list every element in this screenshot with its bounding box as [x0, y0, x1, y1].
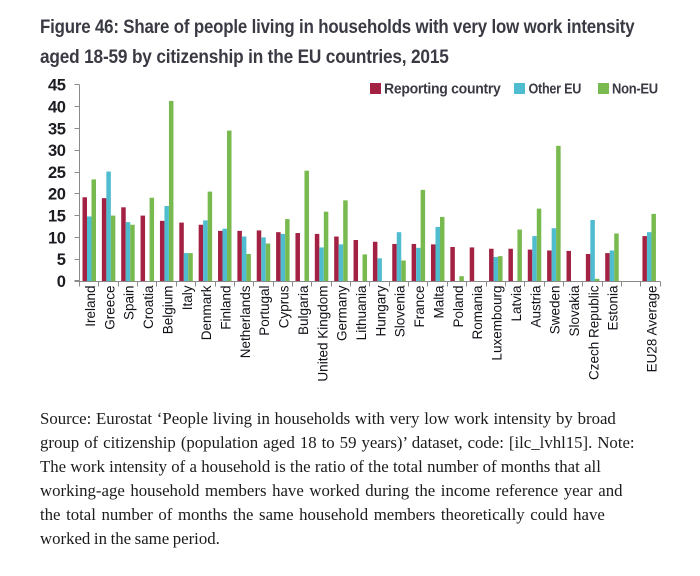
svg-text:Sweden: Sweden	[548, 286, 563, 335]
svg-text:Other EU: Other EU	[529, 79, 582, 96]
svg-text:15: 15	[48, 208, 66, 226]
svg-text:Luxembourg: Luxembourg	[490, 286, 505, 361]
svg-text:Lithuania: Lithuania	[354, 285, 369, 340]
svg-text:Portugal: Portugal	[257, 286, 272, 336]
svg-text:United Kingdom: United Kingdom	[315, 286, 330, 382]
svg-text:Latvia: Latvia	[509, 285, 524, 322]
svg-text:Hungary: Hungary	[373, 285, 388, 336]
svg-text:Slovakia: Slovakia	[567, 285, 582, 337]
svg-text:Cyprus: Cyprus	[277, 285, 292, 328]
svg-text:Malta: Malta	[431, 285, 446, 319]
svg-text:EU28 Average: EU28 Average	[644, 286, 659, 373]
svg-text:Croatia: Croatia	[141, 285, 156, 329]
svg-text:Poland: Poland	[451, 286, 466, 328]
svg-text:Belgium: Belgium	[160, 286, 175, 335]
svg-text:Spain: Spain	[122, 286, 137, 321]
svg-text:Bulgaria: Bulgaria	[296, 285, 311, 335]
svg-text:Romania: Romania	[470, 285, 485, 340]
svg-text:Czech Republic: Czech Republic	[586, 285, 601, 380]
svg-text:Germany: Germany	[335, 285, 350, 341]
svg-text:Estonia: Estonia	[606, 285, 621, 331]
svg-text:5: 5	[57, 251, 66, 269]
svg-text:20: 20	[48, 186, 66, 204]
svg-text:Greece: Greece	[102, 286, 117, 330]
svg-text:Reporting country: Reporting country	[384, 81, 501, 98]
svg-text:45: 45	[48, 77, 66, 95]
svg-text:Non-EU: Non-EU	[612, 80, 658, 97]
svg-text:Ireland: Ireland	[83, 286, 98, 327]
svg-text:35: 35	[48, 120, 66, 138]
svg-text:30: 30	[48, 142, 66, 160]
svg-text:Finland: Finland	[219, 286, 234, 330]
svg-text:France: France	[412, 286, 427, 328]
svg-text:Denmark: Denmark	[199, 285, 214, 340]
svg-text:Italy: Italy	[180, 285, 195, 310]
svg-text:Austria: Austria	[528, 285, 543, 328]
svg-text:10: 10	[48, 229, 66, 247]
svg-text:40: 40	[48, 99, 66, 117]
svg-text:Slovenia: Slovenia	[393, 285, 408, 337]
svg-text:25: 25	[48, 164, 66, 182]
svg-text:Netherlands: Netherlands	[238, 285, 253, 358]
svg-text:0: 0	[57, 273, 66, 291]
